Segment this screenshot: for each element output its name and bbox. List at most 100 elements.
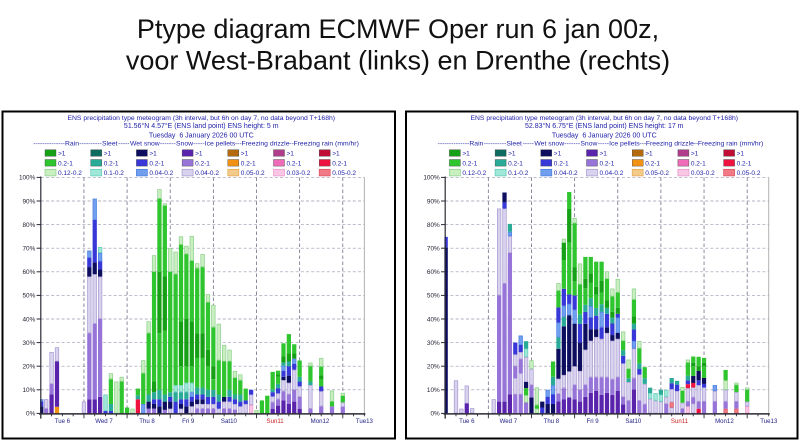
svg-text:0.04-0.2: 0.04-0.2 [149, 170, 173, 177]
svg-text:Ice pellets: Ice pellets [205, 141, 236, 148]
svg-text:0.2-1: 0.2-1 [645, 160, 660, 167]
svg-text:0.04-0.2: 0.04-0.2 [195, 170, 219, 177]
svg-text:50%: 50% [23, 293, 36, 300]
svg-text:>1: >1 [287, 151, 295, 158]
svg-text:Wed 7: Wed 7 [500, 418, 518, 425]
svg-text:>1: >1 [58, 151, 66, 158]
svg-text:0.2-1: 0.2-1 [600, 160, 615, 167]
svg-text:0.2-1: 0.2-1 [287, 160, 302, 167]
svg-text:Tuesday 6 January 2026 00 UTC: Tuesday 6 January 2026 00 UTC [552, 132, 657, 139]
svg-text:--------------: -------------- [438, 141, 470, 148]
svg-text:Freezing drizzle: Freezing drizzle [646, 141, 694, 148]
svg-text:30%: 30% [427, 340, 440, 347]
svg-text:Wet snow: Wet snow [130, 141, 160, 148]
svg-text:Sleet: Sleet [506, 141, 522, 148]
svg-text:Fri 9: Fri 9 [587, 418, 600, 425]
svg-text:Wed 7: Wed 7 [95, 418, 113, 425]
svg-text:0%: 0% [430, 411, 440, 418]
svg-text:0%: 0% [26, 411, 36, 418]
svg-text:Sun11: Sun11 [671, 418, 689, 425]
svg-text:-------: ------- [564, 141, 580, 148]
svg-text:100%: 100% [423, 175, 440, 182]
svg-text:20%: 20% [23, 364, 36, 371]
svg-text:60%: 60% [23, 269, 36, 276]
svg-text:>1: >1 [554, 151, 562, 158]
svg-text:>1: >1 [241, 151, 249, 158]
svg-text:40%: 40% [23, 316, 36, 323]
svg-text:--------------: -------------- [33, 141, 65, 148]
svg-text:10%: 10% [23, 387, 36, 394]
svg-text:0.03-0.2: 0.03-0.2 [691, 170, 715, 177]
svg-text:Thu 8: Thu 8 [544, 418, 560, 425]
svg-text:0.1-0.2: 0.1-0.2 [508, 170, 529, 177]
svg-text:>1: >1 [600, 151, 608, 158]
svg-text:90%: 90% [23, 198, 36, 205]
svg-text:>1: >1 [645, 151, 653, 158]
svg-text:Sleet: Sleet [102, 141, 118, 148]
svg-text:---: --- [639, 141, 646, 148]
svg-text:52.83°N 6.75°E (ENS land point: 52.83°N 6.75°E (ENS land point) ENS heig… [525, 122, 684, 130]
svg-text:>1: >1 [737, 151, 745, 158]
svg-text:>1: >1 [508, 151, 516, 158]
svg-text:-----: ----- [118, 141, 129, 148]
svg-text:Tue 6: Tue 6 [55, 418, 71, 425]
svg-text:-----: ----- [523, 141, 534, 148]
svg-text:----------: ---------- [484, 141, 507, 148]
svg-text:Sun11: Sun11 [267, 418, 285, 425]
svg-text:Fri 9: Fri 9 [182, 418, 195, 425]
svg-text:0.03-0.2: 0.03-0.2 [287, 170, 311, 177]
svg-text:>1: >1 [195, 151, 203, 158]
svg-text:>1: >1 [149, 151, 157, 158]
svg-text:0.05-0.2: 0.05-0.2 [737, 170, 761, 177]
svg-text:Snow: Snow [176, 141, 193, 148]
svg-text:0.04-0.2: 0.04-0.2 [600, 170, 624, 177]
svg-text:60%: 60% [427, 269, 440, 276]
svg-text:20%: 20% [427, 364, 440, 371]
svg-text:--: -- [694, 141, 699, 148]
svg-text:-----: ----- [598, 141, 609, 148]
svg-text:70%: 70% [427, 246, 440, 253]
svg-text:Tue 6: Tue 6 [459, 418, 475, 425]
svg-text:Tue13: Tue13 [356, 418, 374, 425]
svg-text:---: --- [235, 141, 242, 148]
svg-text:70%: 70% [23, 246, 36, 253]
svg-text:80%: 80% [23, 222, 36, 229]
svg-text:>1: >1 [332, 151, 340, 158]
svg-text:ENS precipitation type meteogr: ENS precipitation type meteogram (3h int… [67, 115, 335, 122]
svg-text:Rain: Rain [65, 141, 79, 148]
svg-text:0.2-1: 0.2-1 [737, 160, 752, 167]
svg-text:Freezing rain (mm/hr): Freezing rain (mm/hr) [294, 141, 359, 148]
svg-text:30%: 30% [23, 340, 36, 347]
svg-text:--: -- [289, 141, 294, 148]
svg-text:----------: ---------- [79, 141, 102, 148]
svg-text:0.2-1: 0.2-1 [195, 160, 210, 167]
svg-text:0.2-1: 0.2-1 [508, 160, 523, 167]
svg-text:0.2-1: 0.2-1 [241, 160, 256, 167]
svg-text:0.04-0.2: 0.04-0.2 [554, 170, 578, 177]
svg-text:0.1-0.2: 0.1-0.2 [104, 170, 125, 177]
svg-text:51.56°N 4.57°E (ENS land point: 51.56°N 4.57°E (ENS land point) ENS heig… [124, 122, 279, 130]
svg-text:Thu 8: Thu 8 [139, 418, 155, 425]
svg-text:Tuesday 6 January 2026 00 UTC: Tuesday 6 January 2026 00 UTC [149, 132, 254, 139]
svg-text:Mon12: Mon12 [715, 418, 734, 425]
svg-text:Wet snow: Wet snow [534, 141, 564, 148]
svg-text:0.05-0.2: 0.05-0.2 [332, 170, 356, 177]
svg-text:0.2-1: 0.2-1 [58, 160, 73, 167]
svg-text:50%: 50% [427, 293, 440, 300]
svg-text:Freezing rain (mm/hr): Freezing rain (mm/hr) [698, 141, 763, 148]
svg-text:-----: ----- [193, 141, 204, 148]
svg-text:-------: ------- [160, 141, 176, 148]
svg-text:ENS precipitation type meteogr: ENS precipitation type meteogram (3h int… [470, 115, 738, 122]
svg-text:voor West-Brabant (links) en D: voor West-Brabant (links) en Drenthe (re… [126, 46, 670, 76]
svg-text:40%: 40% [427, 316, 440, 323]
svg-text:Sat10: Sat10 [221, 418, 238, 425]
svg-text:0.12-0.2: 0.12-0.2 [462, 170, 486, 177]
svg-text:Rain: Rain [469, 141, 483, 148]
svg-text:0.2-1: 0.2-1 [332, 160, 347, 167]
svg-text:Mon12: Mon12 [311, 418, 330, 425]
svg-text:0.2-1: 0.2-1 [691, 160, 706, 167]
svg-text:Ptype diagram ECMWF Oper run 6: Ptype diagram ECMWF Oper run 6 jan 00z, [137, 14, 659, 44]
svg-text:Snow: Snow [580, 141, 597, 148]
svg-text:100%: 100% [19, 175, 36, 182]
svg-text:>1: >1 [104, 151, 112, 158]
